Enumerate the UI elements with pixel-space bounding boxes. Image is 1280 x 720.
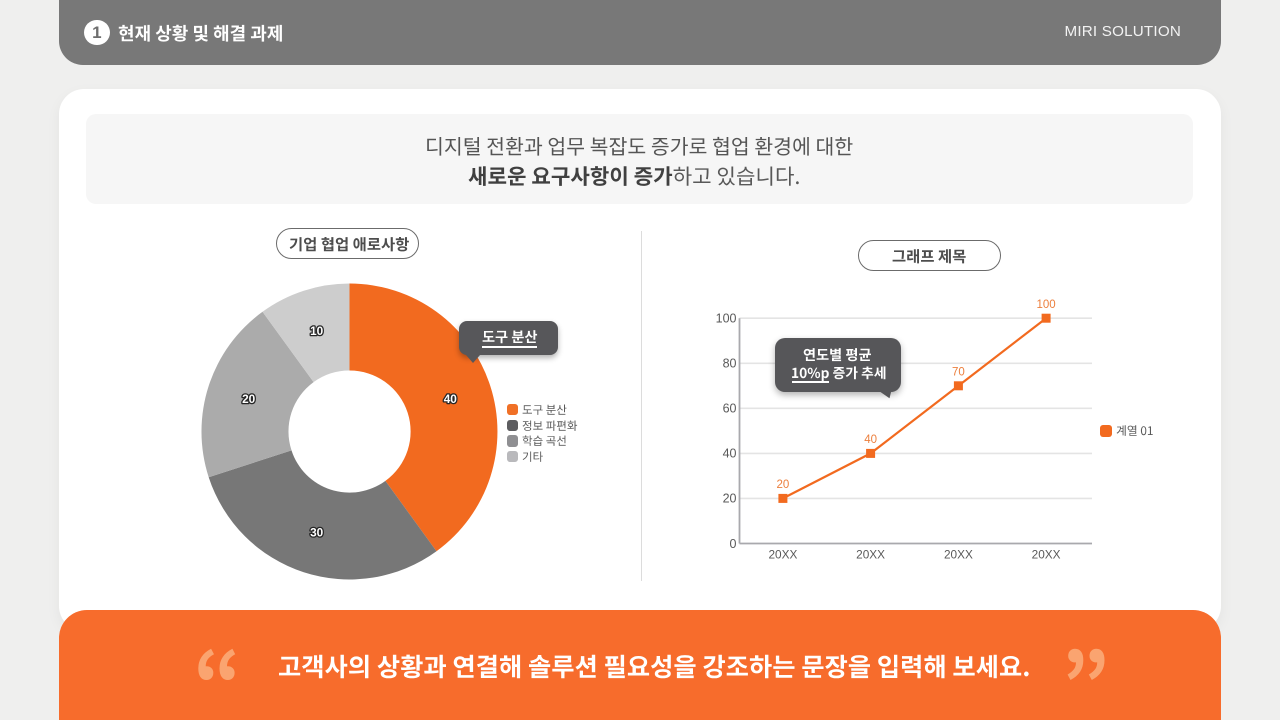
svg-text:20XX: 20XX	[1032, 548, 1061, 562]
svg-text:20: 20	[723, 492, 737, 506]
svg-text:40: 40	[864, 434, 877, 446]
svg-text:0: 0	[730, 537, 737, 551]
svg-text:40: 40	[444, 392, 458, 406]
svg-text:70: 70	[952, 367, 965, 379]
svg-text:20XX: 20XX	[856, 548, 885, 562]
svg-text:10: 10	[310, 324, 324, 338]
svg-text:20: 20	[777, 479, 790, 491]
svg-text:100: 100	[1037, 299, 1056, 311]
svg-text:20XX: 20XX	[768, 548, 797, 562]
svg-text:60: 60	[723, 402, 737, 416]
svg-text:20XX: 20XX	[944, 548, 973, 562]
svg-text:20: 20	[242, 392, 256, 406]
svg-text:100: 100	[716, 312, 737, 326]
svg-text:40: 40	[723, 447, 737, 461]
svg-text:30: 30	[310, 526, 324, 540]
svg-text:80: 80	[723, 357, 737, 371]
